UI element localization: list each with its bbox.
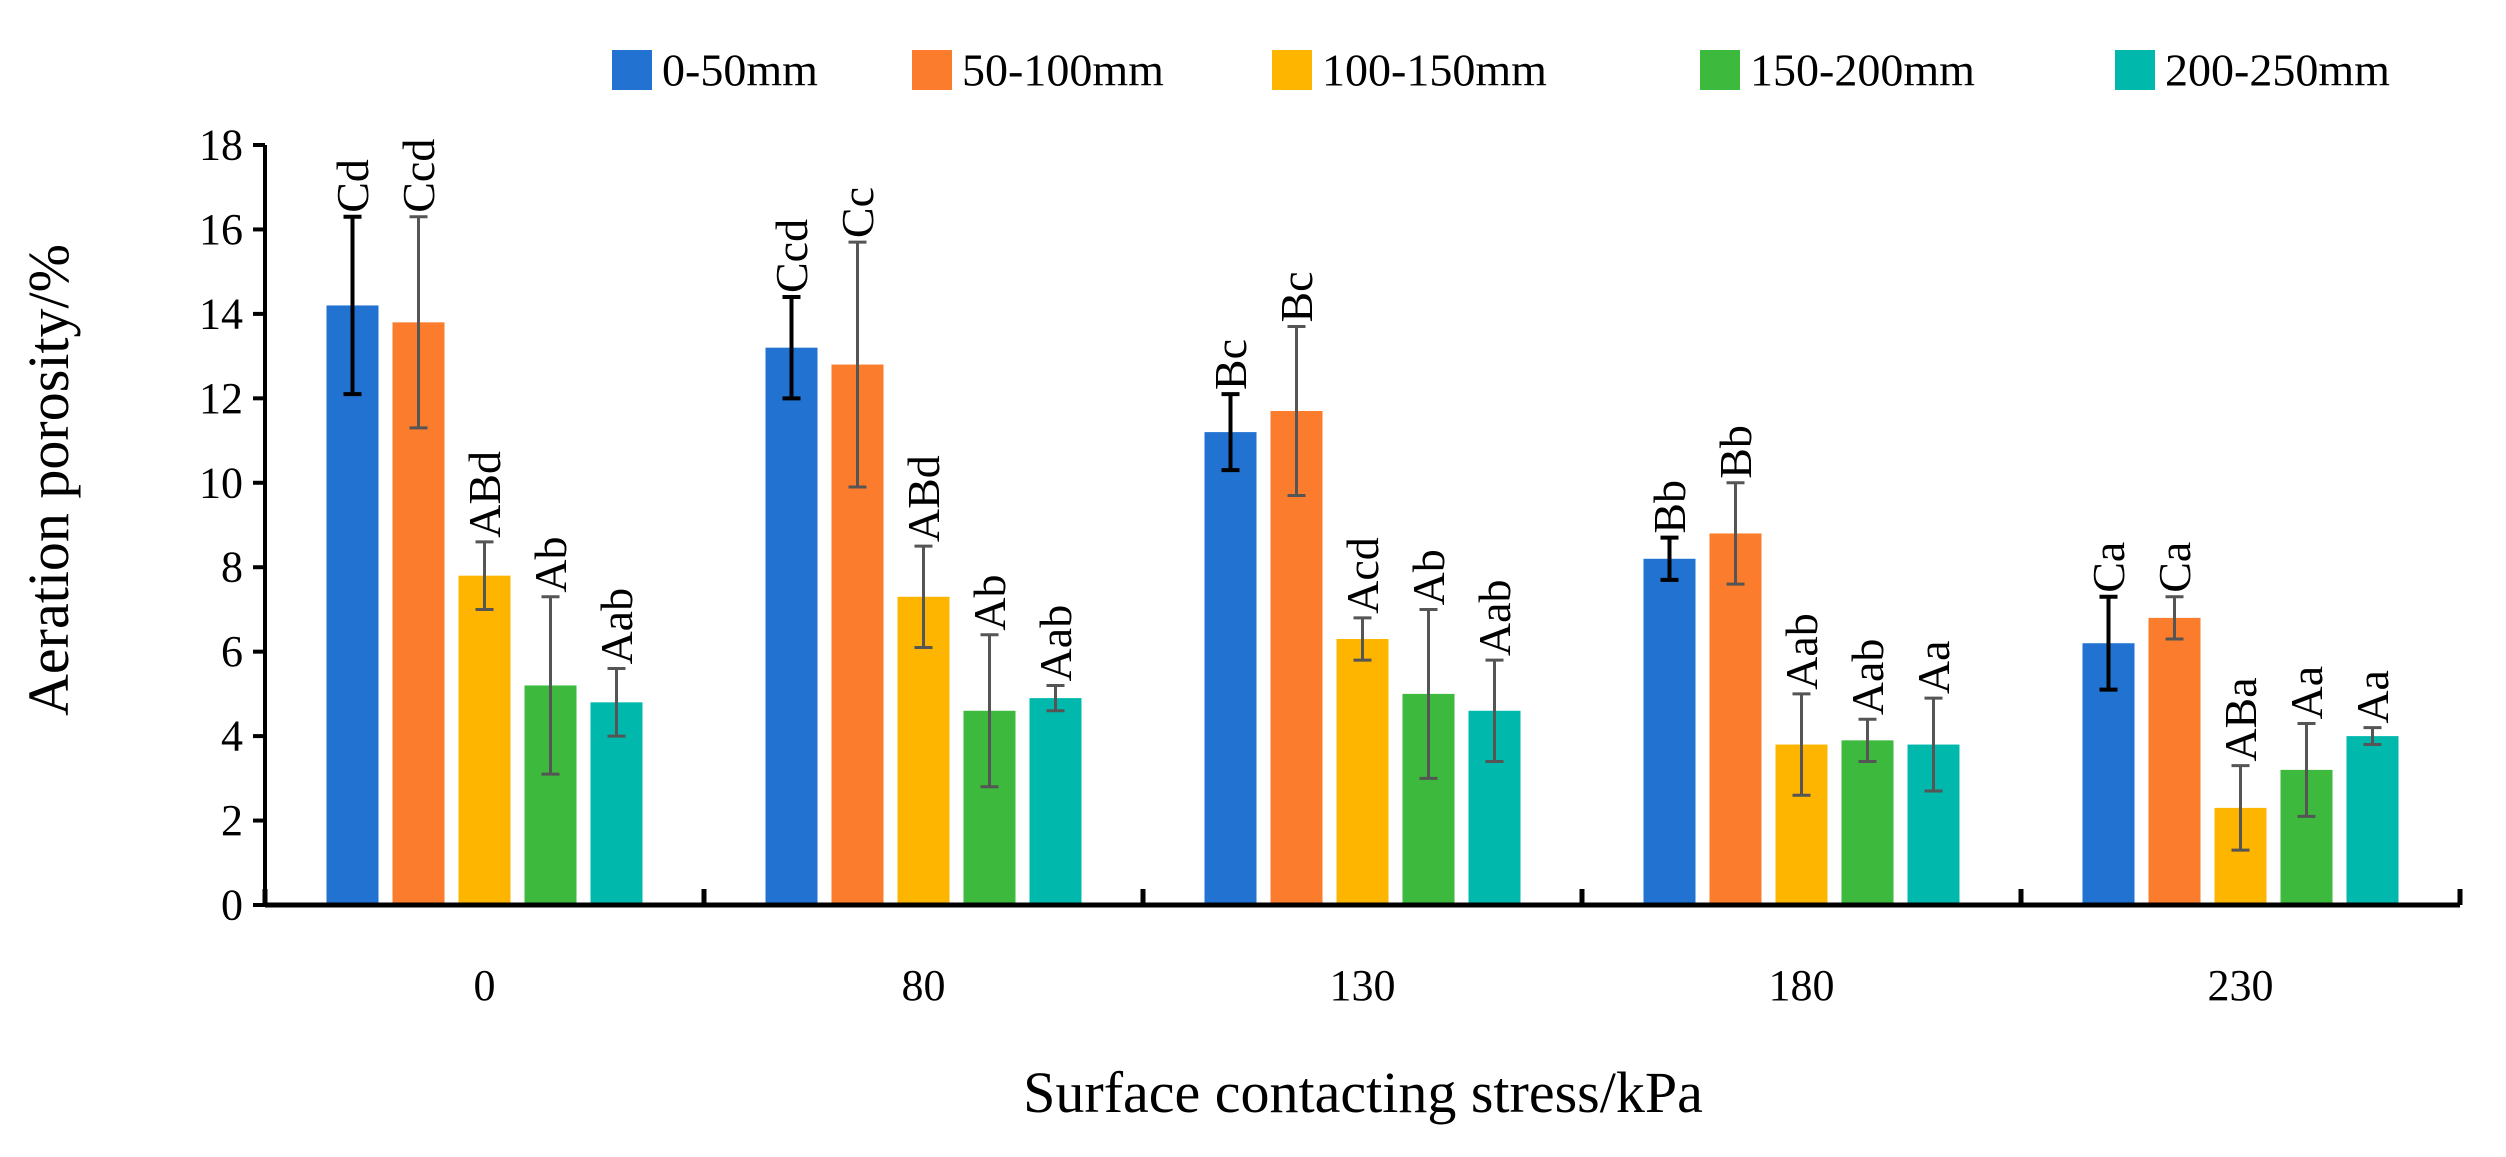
- x-tick-label: 80: [902, 961, 946, 1010]
- bar-0-50mm-0: [326, 305, 379, 905]
- significance-label: Ccd: [393, 139, 444, 213]
- bar-100-150mm-0: [458, 575, 511, 905]
- significance-label: Ccd: [766, 219, 817, 293]
- y-tick-label: 16: [199, 205, 243, 254]
- x-tick-label: 0: [474, 961, 496, 1010]
- bar-50-100mm-230: [2148, 617, 2201, 905]
- bar-50-100mm-180: [1709, 533, 1762, 905]
- legend-label-100-150mm: 100-150mm: [1322, 45, 1547, 96]
- bar-0-50mm-80: [765, 347, 818, 906]
- y-tick-label: 6: [221, 627, 243, 676]
- significance-label: Aa: [1908, 640, 1959, 694]
- y-tick-label: 2: [221, 796, 243, 845]
- y-tick-label: 12: [199, 374, 243, 423]
- significance-label: Ab: [1403, 549, 1454, 605]
- significance-label: Bc: [1271, 271, 1322, 322]
- y-tick-label: 14: [199, 289, 243, 338]
- significance-label: Aab: [1776, 613, 1827, 690]
- legend-swatch-100-150mm: [1272, 50, 1312, 90]
- significance-label: Aa: [2281, 666, 2332, 720]
- bar-0-50mm-130: [1204, 432, 1257, 905]
- significance-label: ABa: [2215, 677, 2266, 761]
- significance-label: Bb: [1710, 425, 1761, 479]
- x-tick-label: 130: [1330, 961, 1396, 1010]
- x-tick-label: 180: [1769, 961, 1835, 1010]
- significance-label: Ab: [525, 537, 576, 593]
- significance-label: Aab: [591, 588, 642, 665]
- significance-label: ABd: [459, 451, 510, 538]
- legend-swatch-0-50mm: [612, 50, 652, 90]
- bar-200-250mm-230: [2346, 736, 2399, 905]
- significance-label: Ab: [964, 575, 1015, 631]
- plot-area: Cd Ccd Bc Bb Ca Ccd Cc Bc Bb Ca ABd ABd Acd Aab ABa Ab A…: [326, 139, 2399, 906]
- y-tick-label: 4: [221, 712, 243, 761]
- legend: 0-50mm 50-100mm 100-150mm 150-200mm 200-250m…: [612, 45, 2390, 96]
- legend-label-50-100mm: 50-100mm: [962, 45, 1164, 96]
- significance-label: Cd: [327, 159, 378, 213]
- significance-label: Aa: [2347, 670, 2398, 724]
- significance-label: Aab: [1842, 639, 1893, 716]
- legend-label-0-50mm: 0-50mm: [662, 45, 818, 96]
- significance-label: Cc: [832, 187, 883, 238]
- y-tick-label: 8: [221, 543, 243, 592]
- y-tick-label: 10: [199, 458, 243, 507]
- legend-swatch-150-200mm: [1700, 50, 1740, 90]
- significance-label: Aab: [1030, 605, 1081, 682]
- x-axis-title: Surface contacting stress/kPa: [1023, 1060, 1703, 1125]
- y-axis-title: Aeration porosity/%: [16, 244, 81, 716]
- significance-label: Bb: [1644, 480, 1695, 534]
- legend-label-200-250mm: 200-250mm: [2165, 45, 2390, 96]
- y-tick-label: 0: [221, 881, 243, 930]
- significance-label: Acd: [1337, 537, 1388, 614]
- legend-swatch-200-250mm: [2115, 50, 2155, 90]
- significance-label: Ca: [2149, 542, 2200, 593]
- significance-label: Bc: [1205, 339, 1256, 390]
- y-tick-label: 18: [199, 121, 243, 170]
- bar-200-250mm-80: [1029, 698, 1082, 905]
- x-tick-label: 230: [2208, 961, 2274, 1010]
- bar-100-150mm-130: [1336, 639, 1389, 905]
- significance-label: ABd: [898, 455, 949, 542]
- legend-label-150-200mm: 150-200mm: [1750, 45, 1975, 96]
- bar-0-50mm-180: [1643, 558, 1696, 905]
- significance-label: Ca: [2083, 542, 2134, 593]
- legend-swatch-50-100mm: [912, 50, 952, 90]
- significance-label: Aab: [1469, 579, 1520, 656]
- bar-150-200mm-180: [1841, 740, 1894, 905]
